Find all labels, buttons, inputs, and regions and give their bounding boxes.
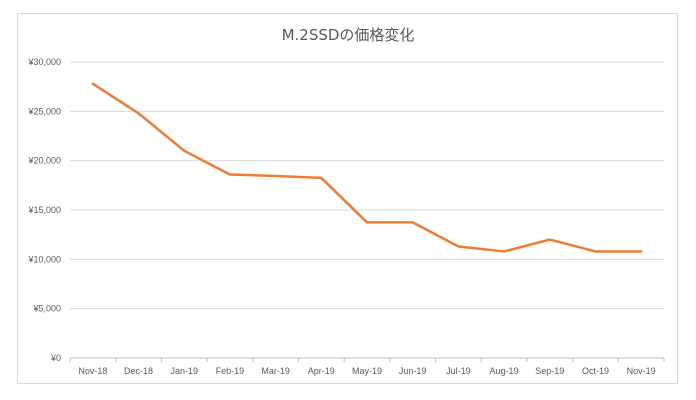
gridlines xyxy=(70,61,664,359)
x-tick-label: Sep-19 xyxy=(535,366,564,376)
series-line xyxy=(91,82,643,253)
x-tick-label: Jun-19 xyxy=(399,366,427,376)
y-tick-label: ¥5,000 xyxy=(32,304,61,314)
chart-frame xyxy=(17,13,678,384)
y-tick-label: ¥25,000 xyxy=(27,106,61,116)
y-tick-label: ¥20,000 xyxy=(27,156,61,166)
x-tick-label: Mar-19 xyxy=(261,366,290,376)
chart-title: M.2SSDの価格変化 xyxy=(282,26,415,44)
y-tick-label: ¥15,000 xyxy=(27,205,61,215)
series-lines xyxy=(91,82,643,253)
y-tick-label: ¥30,000 xyxy=(27,57,61,67)
x-tick-label: Apr-19 xyxy=(308,366,335,376)
x-tick-labels: Nov-18 Dec-18 Jan-19 Feb-19 Mar-19 Apr-19 May-… xyxy=(69,358,665,376)
x-tick-label: Dec-18 xyxy=(124,366,153,376)
x-tick-label: Jul-19 xyxy=(446,366,471,376)
x-tick-label: Jan-19 xyxy=(170,366,198,376)
y-tick-labels: ¥0 ¥5,000 ¥10,000 ¥15,000 ¥20,000 ¥25,000 ¥30,… xyxy=(27,57,61,363)
x-tick-label: Feb-19 xyxy=(216,366,245,376)
y-tick-label: ¥10,000 xyxy=(27,254,61,264)
x-tick-label: Nov-18 xyxy=(78,366,107,376)
y-tick-label: ¥0 xyxy=(50,353,61,363)
x-tick-label: May-19 xyxy=(352,366,382,376)
x-tick-label: Nov-19 xyxy=(627,366,656,376)
x-tick-label: Oct-19 xyxy=(582,366,609,376)
x-tick-label: Aug-19 xyxy=(490,366,519,376)
